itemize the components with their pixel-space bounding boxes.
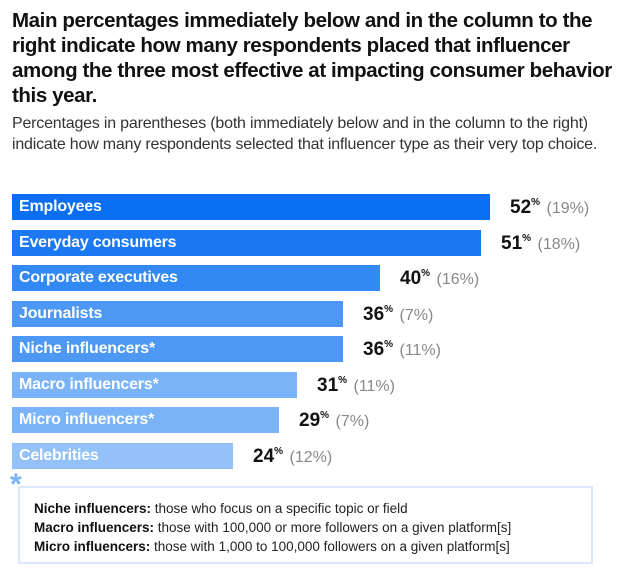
footnote-box: [18, 486, 593, 564]
footnote-term: Micro influencers:: [34, 539, 151, 554]
bar-label: Macro influencers*: [19, 375, 159, 393]
bar-label: Celebrities: [19, 446, 99, 464]
value-label: 52% (19%): [510, 197, 589, 219]
top-three-value: 52: [510, 197, 532, 218]
value-label: 24% (12%): [253, 446, 332, 468]
percent-sign: %: [522, 232, 532, 244]
percent-sign: %: [384, 303, 394, 315]
value-label: 40% (16%): [400, 268, 479, 290]
footnote-definition: those who focus on a specific topic or f…: [151, 501, 408, 516]
bar: Employees: [12, 194, 490, 220]
chart-title: Main percentages immediately below and i…: [12, 9, 612, 107]
bar: Everyday consumers: [12, 229, 481, 256]
bar-label: Employees: [19, 198, 102, 215]
top-choice-value: (11%): [395, 342, 441, 359]
top-choice-value: (7%): [395, 306, 434, 324]
top-choice-value: (16%): [432, 271, 480, 288]
bar: Corporate executives: [12, 265, 380, 291]
percent-sign: %: [320, 410, 330, 421]
bar: Celebrities: [12, 442, 233, 469]
percent-sign: %: [384, 339, 394, 350]
footnote-term: Macro influencers:: [34, 520, 155, 535]
bar-label: Everyday consumers: [19, 233, 177, 251]
chart-subtitle: Percentages in parentheses (both immedia…: [12, 115, 598, 153]
percent-sign: %: [274, 445, 284, 457]
value-label: 36% (11%): [363, 339, 441, 361]
percent-sign: %: [531, 197, 541, 208]
bar: Micro influencers*: [12, 407, 279, 433]
top-three-value: 36: [363, 339, 385, 360]
footnote-macro: Macro influencers: those with 100,000 or…: [34, 519, 594, 537]
bar: Macro influencers*: [12, 371, 297, 398]
bar-chart: Employees 52% (19%) Everyday consumers 51% …: [0, 190, 618, 470]
value-label: 29% (7%): [299, 410, 369, 432]
top-three-value: 36: [363, 303, 385, 325]
percent-sign: %: [338, 374, 348, 386]
bar: Journalists: [12, 300, 343, 327]
percent-sign: %: [421, 268, 431, 279]
value-label: 31% (11%): [317, 375, 395, 397]
footnote-term: Niche influencers:: [34, 501, 152, 516]
top-choice-value: (18%): [533, 235, 581, 253]
top-three-value: 24: [253, 445, 275, 467]
value-label: 51% (18%): [501, 233, 580, 255]
footnote-definition: those with 100,000 or more followers on …: [154, 520, 512, 535]
top-three-value: 31: [317, 374, 339, 396]
top-choice-value: (12%): [285, 448, 333, 466]
top-three-value: 40: [400, 268, 422, 289]
footnote-niche: Niche influencers: those who focus on a …: [34, 500, 594, 518]
top-choice-value: (11%): [349, 377, 395, 395]
footnote-definition: those with 1,000 to 100,000 followers on…: [150, 539, 510, 554]
bar-label: Corporate executives: [19, 269, 178, 286]
bar-label: Journalists: [19, 304, 103, 322]
bar-label: Niche influencers*: [19, 340, 156, 357]
top-three-value: 51: [501, 232, 523, 254]
bar: Niche influencers*: [12, 336, 343, 362]
top-choice-value: (7%): [331, 413, 370, 430]
asterisk-icon: *: [10, 468, 22, 501]
top-three-value: 29: [299, 410, 321, 431]
bar-label: Micro influencers*: [19, 411, 155, 428]
footnote-micro: Micro influencers: those with 1,000 to 1…: [34, 538, 594, 556]
top-choice-value: (19%): [542, 200, 590, 217]
value-label: 36% (7%): [363, 304, 433, 326]
